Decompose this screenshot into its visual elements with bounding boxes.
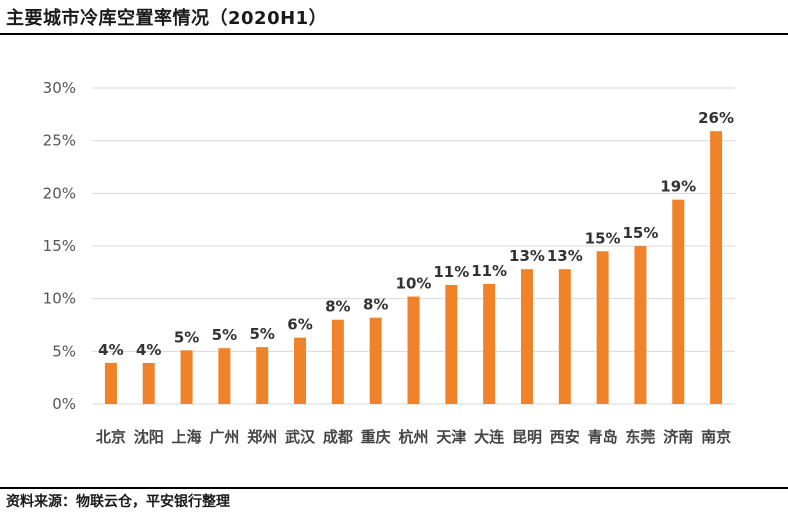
category-label: 大连 xyxy=(474,428,505,446)
bar xyxy=(407,296,420,404)
bottom-rule xyxy=(0,487,788,489)
data-label: 5% xyxy=(212,326,237,344)
bar xyxy=(256,347,269,404)
data-label: 13% xyxy=(547,247,583,265)
top-rule xyxy=(0,33,788,35)
bar xyxy=(331,319,344,404)
data-label: 26% xyxy=(698,109,734,127)
category-label: 北京 xyxy=(96,428,126,446)
category-label: 上海 xyxy=(172,428,202,446)
category-label: 济南 xyxy=(663,428,693,446)
y-tick-label: 10% xyxy=(43,290,76,308)
bar xyxy=(596,251,609,404)
bar xyxy=(520,269,533,404)
bar xyxy=(104,362,117,404)
data-label: 8% xyxy=(325,298,350,316)
category-label: 南京 xyxy=(701,428,731,446)
data-label: 11% xyxy=(471,262,507,280)
y-tick-label: 20% xyxy=(43,184,76,202)
data-label: 11% xyxy=(433,263,469,281)
data-label: 15% xyxy=(622,224,658,242)
y-tick-label: 5% xyxy=(52,342,76,360)
category-label: 郑州 xyxy=(247,428,277,446)
data-label: 6% xyxy=(287,316,312,334)
y-tick-label: 30% xyxy=(43,79,76,97)
y-tick-label: 25% xyxy=(43,132,76,150)
source-note: 资料来源：物联云仓，平安银行整理 xyxy=(6,494,230,510)
data-label: 13% xyxy=(509,247,545,265)
category-label: 青岛 xyxy=(588,428,618,446)
bar xyxy=(369,317,382,404)
bar xyxy=(710,131,723,404)
bar xyxy=(558,269,571,404)
bar xyxy=(445,284,458,404)
category-label: 重庆 xyxy=(361,428,391,446)
y-tick-label: 15% xyxy=(43,237,76,255)
data-label: 19% xyxy=(660,178,696,196)
bar xyxy=(180,350,193,404)
bar xyxy=(634,246,647,404)
bar xyxy=(294,337,307,404)
category-label: 东莞 xyxy=(625,428,655,446)
data-label: 15% xyxy=(585,229,621,247)
y-tick-label: 0% xyxy=(52,395,76,413)
bar xyxy=(218,348,231,404)
category-label: 沈阳 xyxy=(134,428,164,446)
category-label: 杭州 xyxy=(398,428,428,446)
bar xyxy=(672,199,685,404)
data-label: 5% xyxy=(174,328,199,346)
data-label: 10% xyxy=(396,275,432,293)
data-label: 4% xyxy=(136,341,161,359)
category-label: 广州 xyxy=(209,428,239,446)
category-label: 昆明 xyxy=(512,428,542,446)
data-label: 5% xyxy=(249,325,274,343)
category-label: 武汉 xyxy=(285,428,316,446)
bar xyxy=(483,283,496,404)
chart-title: 主要城市冷库空置率情况（2020H1） xyxy=(6,8,328,29)
data-label: 4% xyxy=(98,341,123,359)
category-label: 天津 xyxy=(436,428,466,446)
category-label: 成都 xyxy=(323,428,353,446)
category-label: 西安 xyxy=(550,428,580,446)
data-label: 8% xyxy=(363,296,388,314)
bar-chart: 0% 5% 10% 15% 20% 25% 30% 4% 北京 4% 沈阳 5% 上海 5% 广州 5% 郑州 6… xyxy=(43,79,735,446)
bar xyxy=(142,362,155,404)
